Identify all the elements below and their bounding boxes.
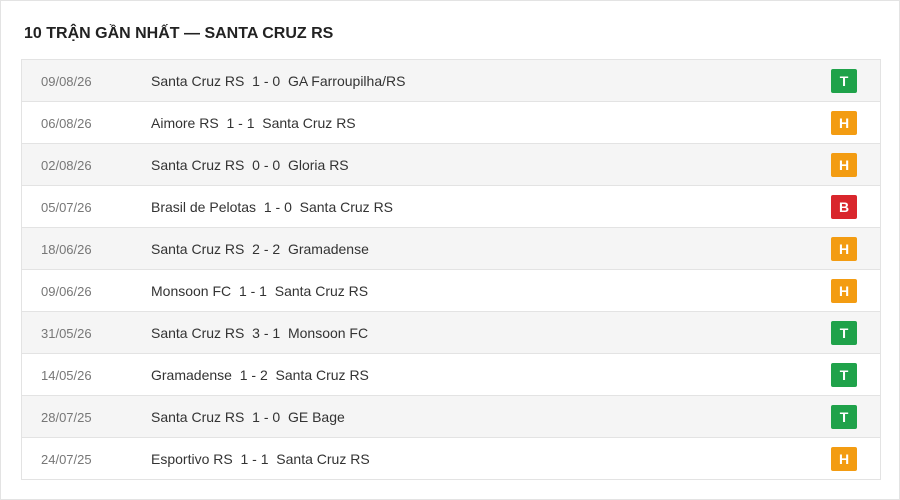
match-row: 09/08/26 Santa Cruz RS 1 - 0 GA Farroupil… <box>22 60 880 102</box>
home-team: Brasil de Pelotas <box>151 199 257 215</box>
away-team: Santa Cruz RS <box>299 199 394 215</box>
match-row: 06/08/26 Aimore RS 1 - 1 Santa Cruz RS H <box>22 102 880 144</box>
result-badge: H <box>831 447 857 471</box>
match-date: 18/06/26 <box>41 242 92 257</box>
match-date: 02/08/26 <box>41 158 92 173</box>
match-date: 06/08/26 <box>41 116 92 131</box>
result-badge: H <box>831 279 857 303</box>
score: 0 - 0 <box>252 157 281 173</box>
home-team: Santa Cruz RS <box>151 325 245 341</box>
match-date: 14/05/26 <box>41 368 92 383</box>
away-team: Santa Cruz RS <box>262 115 356 131</box>
result-badge: T <box>831 363 857 387</box>
match-line: Santa Cruz RS 0 - 0 Gloria RS <box>151 157 349 173</box>
match-row: 02/08/26 Santa Cruz RS 0 - 0 Gloria RS H <box>22 144 880 186</box>
home-team: Santa Cruz RS <box>151 157 245 173</box>
match-line: Brasil de Pelotas 1 - 0 Santa Cruz RS <box>151 199 393 215</box>
away-team: Monsoon FC <box>287 325 369 341</box>
score: 1 - 1 <box>238 283 267 299</box>
away-team: Santa Cruz RS <box>275 367 369 383</box>
score: 1 - 0 <box>263 199 292 215</box>
match-line: Gramadense 1 - 2 Santa Cruz RS <box>151 367 369 383</box>
match-line: Esportivo RS 1 - 1 Santa Cruz RS <box>151 451 370 467</box>
result-badge: H <box>831 237 857 261</box>
score: 1 - 2 <box>239 367 268 383</box>
match-line: Santa Cruz RS 2 - 2 Gramadense <box>151 241 369 257</box>
section-title: 10 TRẬN GẦN NHẤT — SANTA CRUZ RS <box>24 25 334 42</box>
match-line: Santa Cruz RS 3 - 1 Monsoon FC <box>151 325 368 341</box>
home-team: Gramadense <box>151 367 232 383</box>
result-badge: H <box>831 111 857 135</box>
match-list: 09/08/26 Santa Cruz RS 1 - 0 GA Farroupil… <box>21 59 881 480</box>
score: 2 - 2 <box>252 241 281 257</box>
score: 1 - 1 <box>240 451 269 467</box>
match-date: 09/06/26 <box>41 284 92 299</box>
result-badge: H <box>831 153 857 177</box>
match-row: 31/05/26 Santa Cruz RS 3 - 1 Monsoon FC T <box>22 312 880 354</box>
match-row: 18/06/26 Santa Cruz RS 2 - 2 Gramadense H <box>22 228 880 270</box>
away-team: GE Bage <box>287 409 345 425</box>
home-team: Santa Cruz RS <box>151 73 245 89</box>
home-team: Santa Cruz RS <box>151 409 245 425</box>
score: 1 - 0 <box>252 73 281 89</box>
score: 3 - 1 <box>252 325 281 341</box>
match-date: 31/05/26 <box>41 326 92 341</box>
home-team: Santa Cruz RS <box>151 241 245 257</box>
match-row: 24/07/25 Esportivo RS 1 - 1 Santa Cruz RS… <box>22 438 880 480</box>
match-row: 09/06/26 Monsoon FC 1 - 1 Santa Cruz RS H <box>22 270 880 312</box>
score: 1 - 1 <box>226 115 255 131</box>
match-row: 14/05/26 Gramadense 1 - 2 Santa Cruz RS T <box>22 354 880 396</box>
home-team: Esportivo RS <box>151 451 233 467</box>
match-date: 24/07/25 <box>41 452 92 467</box>
match-row: 05/07/26 Brasil de Pelotas 1 - 0 Santa Cr… <box>22 186 880 228</box>
match-date: 28/07/25 <box>41 410 92 425</box>
match-line: Monsoon FC 1 - 1 Santa Cruz RS <box>151 283 368 299</box>
away-team: Santa Cruz RS <box>274 283 369 299</box>
result-badge: B <box>831 195 857 219</box>
result-badge: T <box>831 405 857 429</box>
away-team: GA Farroupilha/RS <box>287 73 406 89</box>
home-team: Monsoon FC <box>151 283 232 299</box>
match-row: 28/07/25 Santa Cruz RS 1 - 0 GE Bage T <box>22 396 880 438</box>
match-date: 09/08/26 <box>41 74 92 89</box>
away-team: Gramadense <box>287 241 369 257</box>
match-line: Santa Cruz RS 1 - 0 GA Farroupilha/RS <box>151 73 405 89</box>
away-team: Santa Cruz RS <box>276 451 370 467</box>
match-line: Santa Cruz RS 1 - 0 GE Bage <box>151 409 345 425</box>
score: 1 - 0 <box>252 409 281 425</box>
result-badge: T <box>831 321 857 345</box>
match-line: Aimore RS 1 - 1 Santa Cruz RS <box>151 115 356 131</box>
match-date: 05/07/26 <box>41 200 92 215</box>
home-team: Aimore RS <box>151 115 219 131</box>
result-badge: T <box>831 69 857 93</box>
away-team: Gloria RS <box>287 157 349 173</box>
